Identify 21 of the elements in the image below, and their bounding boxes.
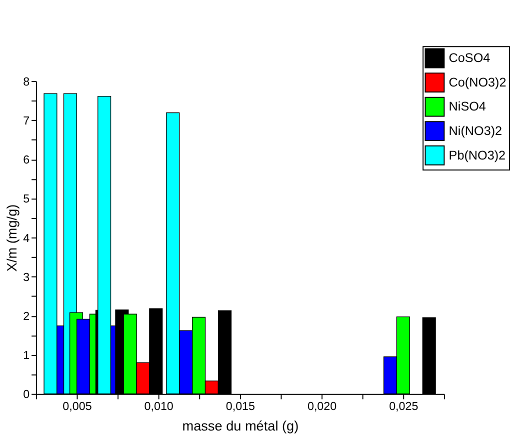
y-tick-label: 6 bbox=[23, 154, 30, 167]
y-tick-label: 4 bbox=[23, 232, 30, 245]
x-tick-label: 0,020 bbox=[307, 400, 338, 413]
y-tick-label: 8 bbox=[23, 75, 30, 88]
legend-label: Ni(NO3)2 bbox=[448, 124, 502, 138]
x-tick-label: 0,010 bbox=[144, 400, 174, 413]
y-tick-label: 0 bbox=[23, 388, 30, 402]
y-axis-title: X/m (mg/g) bbox=[4, 204, 20, 272]
y-tick-label: 2 bbox=[23, 310, 30, 324]
x-axis-title: masse du métal (g) bbox=[182, 418, 299, 434]
x-tick-label: 0,025 bbox=[389, 400, 418, 413]
x-tick-label: 0,015 bbox=[226, 400, 255, 413]
legend-label: Pb(NO3)2 bbox=[448, 148, 506, 162]
legend-label: NiSO4 bbox=[448, 100, 486, 114]
x-tick-label: 0,005 bbox=[62, 400, 92, 413]
legend-label: CoSO4 bbox=[448, 51, 490, 66]
y-tick-label: 7 bbox=[23, 114, 30, 128]
y-tick-label: 5 bbox=[23, 192, 30, 206]
y-tick-label: 3 bbox=[23, 270, 30, 284]
y-tick-label: 1 bbox=[23, 349, 30, 362]
legend-label: Co(NO3)2 bbox=[448, 75, 506, 90]
